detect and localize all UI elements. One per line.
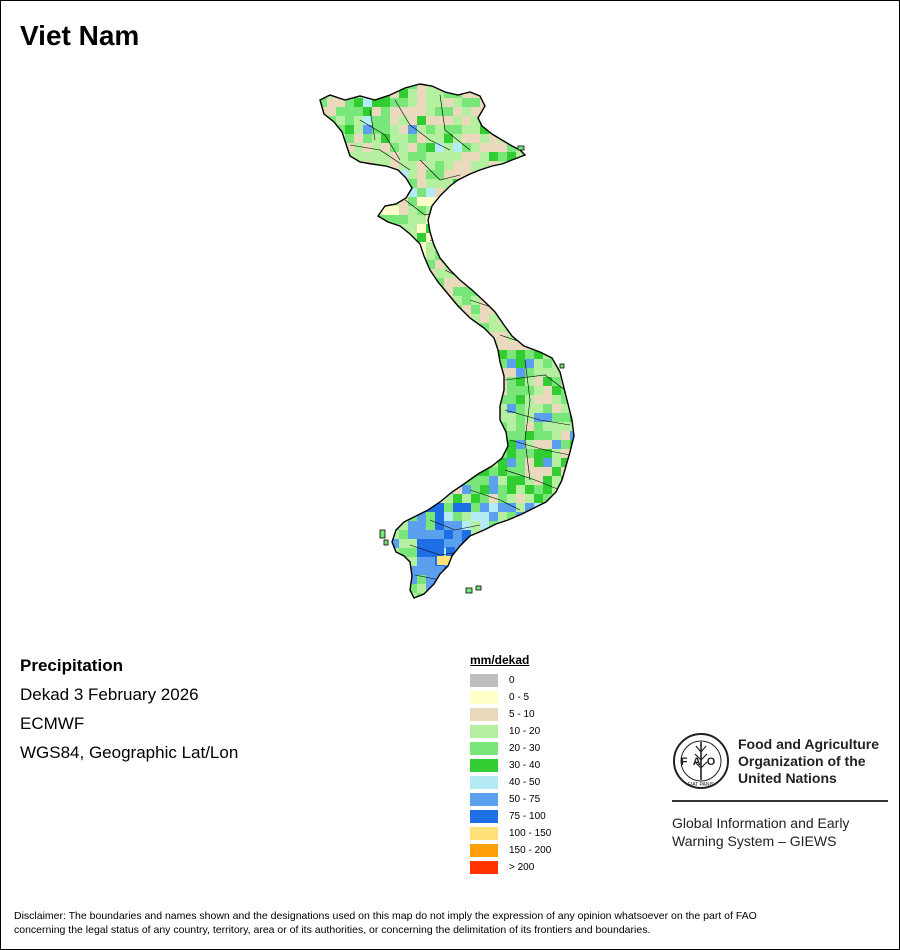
legend-swatch	[470, 810, 498, 823]
legend-label: 75 - 100	[509, 811, 546, 822]
legend-swatch	[470, 844, 498, 857]
legend-swatch	[470, 827, 498, 840]
legend-swatch	[470, 861, 498, 874]
giews-label: Global Information and Early Warning Sys…	[672, 814, 892, 850]
legend-item: 50 - 75	[470, 791, 551, 808]
legend-swatch	[470, 742, 498, 755]
variable-label: Precipitation	[20, 656, 123, 675]
legend-label: 0	[509, 675, 515, 686]
legend-item: 0	[470, 672, 551, 689]
organization-line: United Nations	[738, 770, 837, 786]
legend-swatch	[470, 691, 498, 704]
legend-label: 100 - 150	[509, 828, 552, 839]
legend-item: > 200	[470, 859, 551, 876]
svg-text:FIAT PANIS: FIAT PANIS	[688, 782, 715, 788]
legend-swatch	[470, 793, 498, 806]
svg-text:FAO: FAO	[681, 756, 722, 768]
legend-label: > 200	[509, 862, 535, 873]
legend-label: 0 - 5	[509, 692, 530, 703]
legend-label: 30 - 40	[509, 760, 541, 771]
legend-swatch	[470, 759, 498, 772]
legend-swatch	[470, 708, 498, 721]
legend-item: 150 - 200	[470, 842, 551, 859]
legend-label: 40 - 50	[509, 777, 541, 788]
projection-label: WGS84, Geographic Lat/Lon	[20, 743, 239, 762]
legend-item: 10 - 20	[470, 723, 551, 740]
disclaimer-line: Disclaimer: The boundaries and names sho…	[14, 910, 757, 922]
legend-item: 75 - 100	[470, 808, 551, 825]
legend-label: 150 - 200	[509, 845, 552, 856]
organization-line: Food and Agriculture	[738, 736, 880, 752]
giews-line: Warning System – GIEWS	[672, 833, 837, 849]
legend-item: 100 - 150	[470, 825, 551, 842]
divider	[672, 800, 888, 802]
fao-logo-icon: FAO FIAT PANIS	[673, 733, 729, 789]
legend-item: 30 - 40	[470, 757, 551, 774]
legend-item: 0 - 5	[470, 689, 551, 706]
legend-item: 40 - 50	[470, 774, 551, 791]
legend-label: 5 - 10	[509, 709, 535, 720]
legend-swatch	[470, 725, 498, 738]
legend: mm/dekad 0 0 - 5 5 - 10 10 - 20 20 - 30 30 - …	[470, 653, 551, 876]
period-label: Dekad 3 February 2026	[20, 685, 199, 704]
legend-swatch	[470, 776, 498, 789]
legend-swatch	[470, 674, 498, 687]
precipitation-map	[319, 83, 575, 599]
organization-name: Food and Agriculture Organization of the…	[738, 736, 898, 787]
legend-item: 20 - 30	[470, 740, 551, 757]
source-label: ECMWF	[20, 714, 85, 733]
giews-line: Global Information and Early	[672, 815, 850, 831]
map-info: Precipitation Dekad 3 February 2026 ECMW…	[20, 656, 238, 772]
organization-line: Organization of the	[738, 753, 866, 769]
disclaimer: Disclaimer: The boundaries and names sho…	[14, 909, 884, 937]
legend-label: 50 - 75	[509, 794, 541, 805]
legend-label: 10 - 20	[509, 726, 541, 737]
map-title: Viet Nam	[20, 20, 140, 51]
disclaimer-line: concerning the legal status of any count…	[14, 924, 651, 936]
legend-item: 5 - 10	[470, 706, 551, 723]
legend-title: mm/dekad	[470, 653, 530, 667]
legend-label: 20 - 30	[509, 743, 541, 754]
